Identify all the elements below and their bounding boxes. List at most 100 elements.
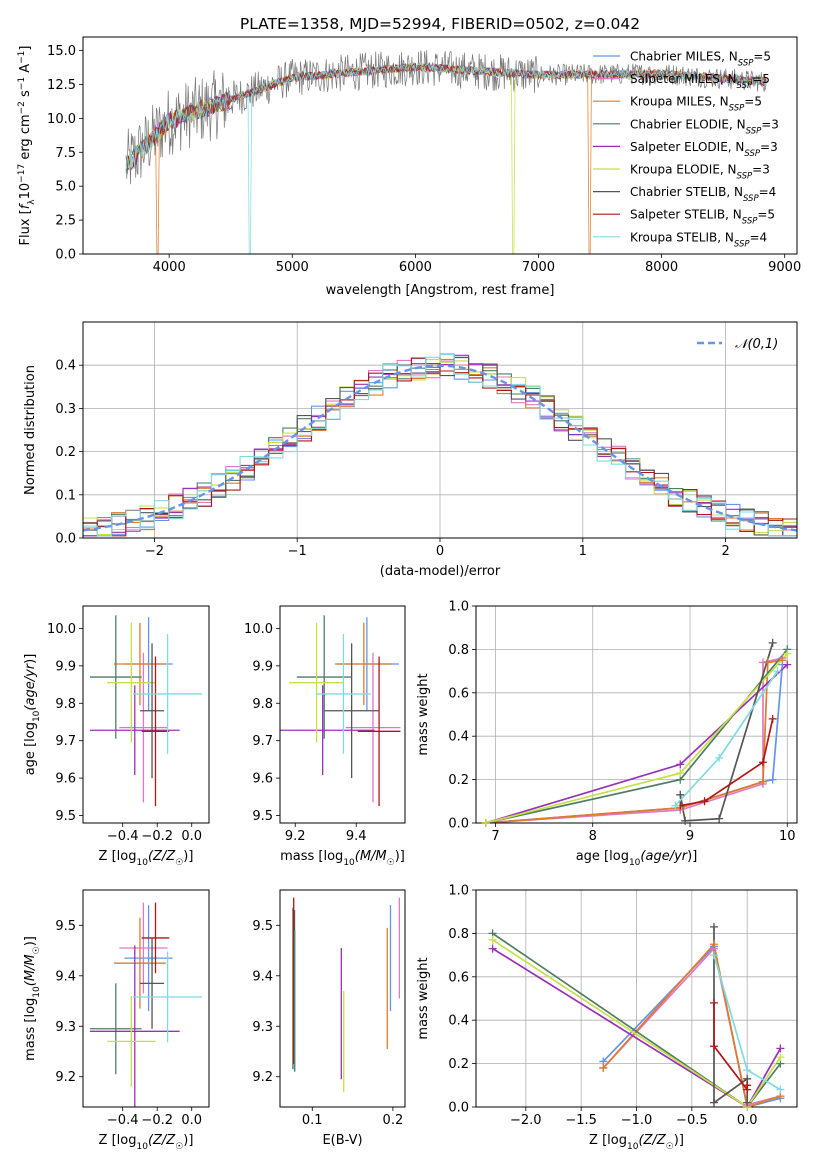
weight-marker-chabrier-miles: [768, 775, 777, 784]
axis-label: (data-model)/error: [380, 564, 501, 579]
y-tick-label: 9.5: [55, 809, 76, 824]
label-part: mass [log: [23, 998, 38, 1061]
y-tick-label: 1.0: [448, 600, 469, 615]
label-part: )]: [183, 849, 193, 864]
weight-marker-kroupa-stelib: [709, 951, 718, 960]
y-tick-label: 9.9: [252, 659, 273, 674]
y-tick-label: 9.3: [55, 1020, 76, 1035]
x-tick-label: 5000: [276, 260, 309, 275]
weight-marker-salpeter-elodie: [488, 944, 497, 953]
x-tick-label: 9.2: [285, 829, 306, 844]
y-tick-label: 9.5: [55, 919, 76, 934]
y-tick-label: 0.2: [448, 773, 469, 788]
label-part: s: [18, 90, 33, 101]
weight-marker-salpeter-stelib: [709, 1042, 718, 1051]
x-tick-label: 8: [589, 829, 597, 844]
label-part: (Z/Z: [638, 1133, 666, 1148]
x-tick-label: 9: [686, 829, 694, 844]
weight-marker-kroupa-miles: [709, 940, 718, 949]
legend-text: =4: [750, 230, 768, 244]
legend-text: Chabrier MILES, N: [630, 50, 738, 64]
x-tick-label: −0.5: [676, 1113, 708, 1128]
x-tick-label: 0: [436, 544, 444, 559]
weight-line-salpeter-elodie: [492, 947, 782, 1107]
legend-label-chabrier-miles: Chabrier MILES, NSSP=5: [630, 50, 771, 69]
weight-marker-chabrier-stelib: [715, 814, 724, 823]
figure-title: PLATE=1358, MJD=52994, FIBERID=0502, z=0…: [240, 15, 640, 33]
axis-label: Normed distribution: [23, 365, 38, 495]
label-part: −17: [17, 164, 27, 183]
weight-marker-kroupa-stelib: [773, 667, 782, 676]
legend-label-salpeter-elodie: Salpeter ELODIE, NSSP=3: [630, 140, 778, 159]
y-tick-label: 0.2: [448, 1057, 469, 1072]
label-part: −1: [17, 51, 27, 64]
label-part: mass [log: [280, 849, 343, 864]
legend-text: Kroupa ELODIE, N: [630, 163, 737, 177]
y-tick-label: 0.0: [448, 817, 469, 832]
weight-line-kroupa-elodie: [485, 653, 788, 823]
axis-label: Z [log10(Z/Z☉)]: [589, 1133, 684, 1152]
weight-marker-kroupa-miles: [763, 658, 772, 667]
axes-frame: [82, 36, 798, 255]
x-tick-label: 9.4: [346, 829, 367, 844]
y-tick-label: 0.8: [448, 643, 469, 658]
spectrum-x-axis-label: wavelength [Angstrom, rest frame]: [326, 283, 555, 298]
legend-sub: SSP: [737, 172, 753, 182]
weight-marker-salpeter-stelib: [758, 758, 767, 767]
label-part: A: [18, 64, 33, 77]
y-tick-label: 5.0: [55, 180, 76, 195]
label-part: (Z/Z: [148, 849, 176, 864]
weight-line-chabrier-elodie: [492, 932, 782, 1107]
y-tick-label: 9.3: [252, 1020, 273, 1035]
mass-vs-z-panel: −0.4 −0.2 0.09.29.39.49.5Z [log10(Z/Z☉)]ma…: [23, 889, 210, 1152]
axes-frame: [82, 605, 210, 824]
y-tick-label: 9.4: [55, 969, 76, 984]
weight-marker-kroupa-miles: [778, 656, 787, 665]
label-part: (age/yr: [23, 662, 38, 710]
legend-label-chabrier-elodie: Chabrier ELODIE, NSSP=3: [630, 117, 779, 136]
label-part: )]: [23, 936, 38, 946]
age-vs-mass-panel: 9.2 9.4 9.5 9.6 9.7 9.8 9.9 10.0 mass [log10(M/M…: [244, 605, 406, 868]
axis-label: age [log10(age/yr)]: [23, 654, 42, 776]
age-vs-mass-plot-area: [280, 615, 401, 807]
label-sub: 10: [343, 858, 355, 868]
label-sub: ☉: [175, 858, 183, 868]
label-part: f: [18, 202, 33, 209]
x-tick-label: −1: [288, 544, 307, 559]
label-part: −1: [17, 77, 27, 90]
y-tick-label: 0.4: [55, 359, 76, 374]
legend-label-kroupa-stelib: Kroupa STELIB, NSSP=4: [630, 230, 767, 249]
legend-sub: SSP: [743, 194, 759, 204]
axis-label: E(B-V): [322, 1133, 362, 1148]
weight-marker-salpeter-stelib: [700, 797, 709, 806]
y-tick-label: 10.0: [244, 622, 273, 637]
x-tick-label: 7000: [522, 260, 555, 275]
legend-label-kroupa-elodie: Kroupa ELODIE, NSSP=3: [630, 163, 770, 182]
axis-label: mass weight: [416, 673, 431, 755]
mass-vs-ebv-plot-area: [292, 897, 401, 1092]
label-sub: 10: [32, 710, 42, 722]
label-part: (M/M: [23, 954, 38, 986]
panels: 4000 5000 6000 7000 8000 90000.02.55.07.510.0…: [17, 36, 801, 1152]
y-tick-label: 15.0: [47, 44, 76, 59]
axis-label: Z [log10(Z/Z☉)]: [99, 849, 194, 868]
x-tick-label: 0.1: [302, 1113, 323, 1128]
label-sub: ☉: [387, 858, 395, 868]
label-sub: 10: [629, 858, 641, 868]
y-tick-label: 2.5: [55, 214, 76, 229]
legend-sub: SSP: [729, 104, 745, 114]
axes-frame: [82, 889, 210, 1108]
label-part: Z [log: [99, 1133, 137, 1148]
label-part: )]: [23, 654, 38, 664]
weight-marker-chabrier-stelib: [768, 638, 777, 647]
weight-marker-salpeter-stelib: [709, 998, 718, 1007]
label-part: age [log: [576, 849, 629, 864]
mass-vs-ebv-panel: 0.1 0.2 9.2 9.3 9.4 9.5 E(B-V): [252, 889, 406, 1148]
label-part: )]: [674, 1133, 684, 1148]
y-tick-label: 9.7: [252, 734, 273, 749]
label-sub: 10: [136, 1142, 148, 1152]
legend-text: Kroupa STELIB, N: [630, 230, 734, 244]
y-tick-label: 9.8: [252, 697, 273, 712]
x-tick-label: 0.0: [737, 1113, 758, 1128]
